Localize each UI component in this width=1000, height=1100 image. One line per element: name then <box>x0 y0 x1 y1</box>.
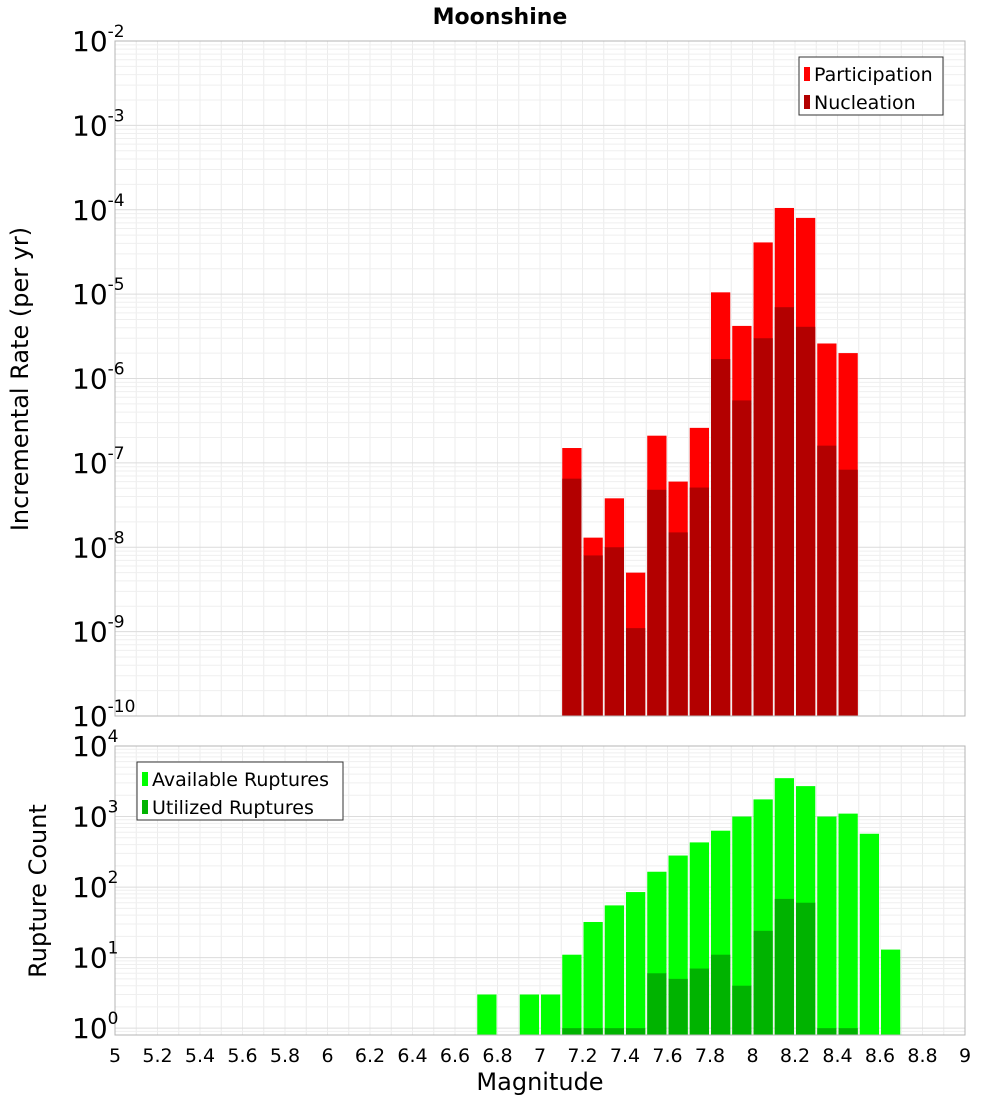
x-tick-label: 5.8 <box>270 1045 300 1067</box>
bar-utilized-ruptures <box>583 1028 603 1035</box>
legend: Available Ruptures Utilized Ruptures <box>136 761 344 821</box>
bar-available-ruptures <box>541 994 561 1035</box>
bar-nucleation <box>796 326 816 716</box>
chart-title: Moonshine <box>433 5 568 30</box>
bar-nucleation <box>626 628 646 716</box>
x-tick-label: 5 <box>109 1045 121 1067</box>
x-tick-label: 6.8 <box>482 1045 512 1067</box>
bar-utilized-ruptures <box>817 1028 837 1035</box>
bar-nucleation <box>689 487 709 716</box>
bar-nucleation <box>647 489 667 716</box>
y-tick-label: 103 <box>72 798 118 834</box>
legend-swatch <box>804 67 810 81</box>
legend-swatch <box>142 772 148 786</box>
legend: Participation Nucleation <box>798 56 944 116</box>
x-tick-label: 8.4 <box>822 1045 852 1067</box>
bar-available-ruptures <box>838 813 858 1035</box>
x-tick-label: 7.2 <box>567 1045 597 1067</box>
bar-utilized-ruptures <box>626 1028 646 1035</box>
x-tick-label: 8.2 <box>780 1045 810 1067</box>
bar-nucleation <box>711 359 731 716</box>
x-tick-label: 8.6 <box>865 1045 895 1067</box>
x-tick-label: 5.2 <box>142 1045 172 1067</box>
legend-swatch <box>804 95 810 109</box>
bar-nucleation <box>838 469 858 716</box>
x-axis-label: Magnitude <box>476 1068 603 1096</box>
bar-utilized-ruptures <box>668 978 688 1035</box>
y-tick-label: 10-8 <box>72 528 125 564</box>
legend-label: Participation <box>814 64 933 86</box>
bar-available-ruptures <box>604 905 624 1035</box>
bar-available-ruptures <box>519 994 539 1035</box>
bar-nucleation <box>562 478 582 716</box>
x-tick-label: 6.6 <box>440 1045 470 1067</box>
bar-utilized-ruptures <box>604 1028 624 1035</box>
legend-box <box>136 761 344 821</box>
bar-utilized-ruptures <box>647 973 667 1035</box>
y-tick-label: 102 <box>72 868 118 904</box>
x-tick-label: 5.6 <box>227 1045 257 1067</box>
x-tick-label: 6.2 <box>355 1045 385 1067</box>
rupture-count-panel: 100 101 102 103 104 5 5.2 5.4 5.6 5.8 6 6.2 6.4 6.6 6.… <box>72 727 971 1067</box>
bar-utilized-ruptures <box>838 1028 858 1035</box>
y-tick-label: 10-6 <box>72 360 125 396</box>
x-tick-label: 8 <box>746 1045 758 1067</box>
bottom-y-axis-label: Rupture Count <box>24 804 52 978</box>
bar-available-ruptures <box>817 816 837 1035</box>
bar-nucleation <box>668 532 688 716</box>
legend-label: Utilized Ruptures <box>152 797 314 819</box>
plot-frame <box>114 40 966 717</box>
bar-available-ruptures <box>881 949 901 1035</box>
bar-utilized-ruptures <box>774 898 794 1035</box>
bar-available-ruptures <box>477 994 497 1035</box>
y-tick-label: 101 <box>72 939 118 975</box>
y-tick-label: 10-9 <box>72 613 125 649</box>
bar-utilized-ruptures <box>711 954 731 1035</box>
bar-nucleation <box>774 307 794 716</box>
x-tick-label: 6.4 <box>397 1045 427 1067</box>
bar-utilized-ruptures <box>689 968 709 1035</box>
legend-swatch <box>142 800 148 814</box>
x-tick-label: 8.8 <box>907 1045 937 1067</box>
y-tick-label: 10-2 <box>72 22 125 58</box>
x-tick-label: 7 <box>534 1045 546 1067</box>
top-y-axis-label: Incremental Rate (per yr) <box>6 227 34 531</box>
bar-available-ruptures <box>859 833 879 1035</box>
legend-box <box>798 56 944 116</box>
y-tick-label: 10-5 <box>72 275 125 311</box>
bar-available-ruptures <box>732 816 752 1035</box>
x-tick-label: 7.8 <box>695 1045 725 1067</box>
x-tick-label: 7.4 <box>610 1045 640 1067</box>
bar-nucleation <box>817 445 837 716</box>
bar-nucleation <box>583 555 603 716</box>
y-tick-label: 104 <box>72 727 118 763</box>
incremental-rate-panel: 10-10 10-9 10-8 10-7 10-6 10-5 10-4 10-3 10-2 Par… <box>72 22 966 733</box>
bar-nucleation <box>604 547 624 716</box>
x-tick-label: 6 <box>321 1045 333 1067</box>
bar-nucleation <box>732 400 752 716</box>
x-tick-label: 7.6 <box>652 1045 682 1067</box>
y-tick-label: 10-3 <box>72 106 125 142</box>
y-tick-label: 100 <box>72 1009 118 1045</box>
bar-available-ruptures <box>583 921 603 1035</box>
bar-utilized-ruptures <box>796 902 816 1035</box>
bar-nucleation <box>753 338 773 716</box>
bar-available-ruptures <box>626 892 646 1035</box>
legend-label: Available Ruptures <box>152 769 329 791</box>
bar-available-ruptures <box>562 954 582 1035</box>
bar-utilized-ruptures <box>753 930 773 1035</box>
y-tick-label: 10-10 <box>72 697 135 733</box>
legend-label: Nucleation <box>814 92 916 114</box>
y-tick-label: 10-4 <box>72 191 125 227</box>
x-tick-label: 9 <box>959 1045 971 1067</box>
x-tick-label: 5.4 <box>185 1045 215 1067</box>
plot-frame <box>114 745 966 1036</box>
y-tick-label: 10-7 <box>72 444 125 480</box>
bar-utilized-ruptures <box>732 985 752 1035</box>
bar-utilized-ruptures <box>562 1028 582 1035</box>
